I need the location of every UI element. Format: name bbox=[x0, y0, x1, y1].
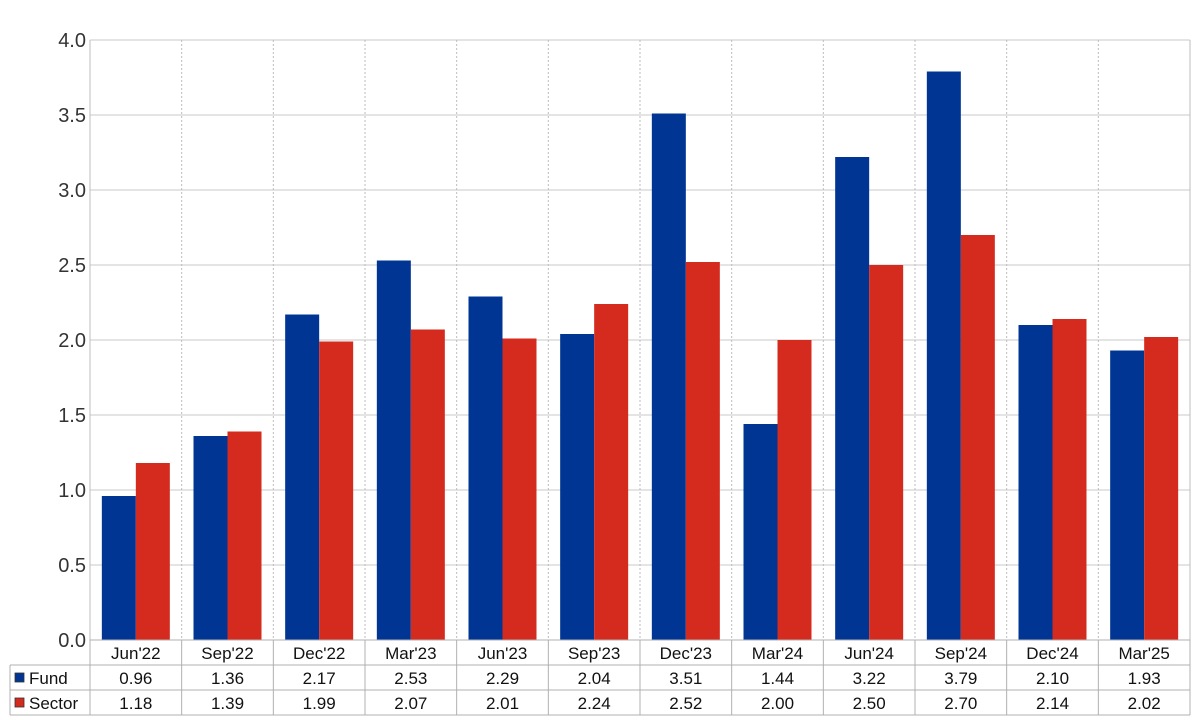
legend-label-sector: Sector bbox=[29, 694, 78, 713]
bar-fund bbox=[285, 314, 320, 640]
x-tick-label: Mar'24 bbox=[752, 644, 803, 663]
table-value-fund: 2.17 bbox=[303, 669, 336, 688]
bar-fund bbox=[926, 71, 961, 640]
y-tick-label: 0.5 bbox=[58, 555, 86, 577]
x-tick-label: Mar'23 bbox=[385, 644, 436, 663]
bar-fund bbox=[376, 260, 411, 640]
y-tick-label: 0.0 bbox=[58, 630, 86, 652]
x-tick-label: Jun'22 bbox=[111, 644, 161, 663]
legend-label-fund: Fund bbox=[29, 669, 68, 688]
bar-sector bbox=[502, 338, 537, 640]
table-value-sector: 2.50 bbox=[853, 694, 886, 713]
table-value-sector: 1.99 bbox=[303, 694, 336, 713]
bar-fund bbox=[101, 496, 136, 640]
x-tick-label: Jun'24 bbox=[844, 644, 894, 663]
bar-sector bbox=[227, 431, 262, 640]
bar-sector bbox=[594, 304, 629, 640]
table-value-fund: 0.96 bbox=[119, 669, 152, 688]
legend-swatch-fund bbox=[14, 672, 25, 683]
table-value-fund: 3.79 bbox=[944, 669, 977, 688]
table-value-fund: 2.53 bbox=[394, 669, 427, 688]
table-value-sector: 2.00 bbox=[761, 694, 794, 713]
x-tick-label: Sep'24 bbox=[935, 644, 987, 663]
x-tick-label: Sep'22 bbox=[201, 644, 253, 663]
bar-sector bbox=[319, 341, 354, 640]
y-tick-label: 4.0 bbox=[58, 30, 86, 52]
table-value-sector: 2.07 bbox=[394, 694, 427, 713]
table-value-fund: 3.22 bbox=[853, 669, 886, 688]
table-value-fund: 1.93 bbox=[1128, 669, 1161, 688]
x-tick-label: Dec'24 bbox=[1026, 644, 1078, 663]
table-value-fund: 3.51 bbox=[669, 669, 702, 688]
bar-sector bbox=[1052, 319, 1087, 640]
x-tick-label: Mar'25 bbox=[1118, 644, 1169, 663]
bar-sector bbox=[777, 340, 812, 640]
table-value-sector: 1.39 bbox=[211, 694, 244, 713]
bar-fund bbox=[1018, 325, 1053, 640]
legend-swatch-sector bbox=[14, 697, 25, 708]
table-value-fund: 2.10 bbox=[1036, 669, 1069, 688]
y-tick-label: 2.0 bbox=[58, 330, 86, 352]
grid bbox=[89, 39, 1191, 641]
bar-sector bbox=[135, 463, 170, 640]
y-tick-label: 1.0 bbox=[58, 480, 86, 502]
table-value-sector: 2.70 bbox=[944, 694, 977, 713]
x-tick-label: Jun'23 bbox=[478, 644, 528, 663]
y-tick-label: 3.0 bbox=[58, 180, 86, 202]
bar-sector bbox=[685, 262, 720, 640]
bar-fund bbox=[743, 424, 778, 640]
y-tick-label: 2.5 bbox=[58, 255, 86, 277]
x-tick-label: Dec'22 bbox=[293, 644, 345, 663]
bar-sector bbox=[960, 235, 995, 640]
table-value-sector: 2.24 bbox=[578, 694, 611, 713]
table-value-sector: 1.18 bbox=[119, 694, 152, 713]
table-value-sector: 2.52 bbox=[669, 694, 702, 713]
table-value-sector: 2.01 bbox=[486, 694, 519, 713]
x-tick-label: Sep'23 bbox=[568, 644, 620, 663]
bar-fund bbox=[651, 113, 686, 640]
table-value-sector: 2.02 bbox=[1128, 694, 1161, 713]
bar-sector bbox=[410, 329, 445, 640]
bar-sector bbox=[1144, 337, 1179, 640]
y-axis: 0.0 0.5 1.0 1.5 2.0 2.5 3.0 3.5 4.0 bbox=[58, 30, 86, 652]
x-tick-label: Dec'23 bbox=[660, 644, 712, 663]
data-table: Jun'22 Sep'22 Dec'22 Mar'23 Jun'23 Sep'23 Dec'… bbox=[9, 639, 1191, 716]
bar-fund bbox=[468, 296, 503, 640]
bar-fund bbox=[560, 334, 595, 640]
bar-sector bbox=[869, 265, 904, 640]
table-value-fund: 2.04 bbox=[578, 669, 611, 688]
table-value-fund: 2.29 bbox=[486, 669, 519, 688]
bar-fund bbox=[193, 436, 228, 640]
table-value-fund: 1.44 bbox=[761, 669, 794, 688]
table-value-sector: 2.14 bbox=[1036, 694, 1069, 713]
bar-fund bbox=[835, 157, 870, 640]
y-tick-label: 3.5 bbox=[58, 105, 86, 127]
table-value-fund: 1.36 bbox=[211, 669, 244, 688]
bars bbox=[101, 71, 1179, 640]
bar-fund bbox=[1110, 350, 1145, 640]
y-tick-label: 1.5 bbox=[58, 405, 86, 427]
